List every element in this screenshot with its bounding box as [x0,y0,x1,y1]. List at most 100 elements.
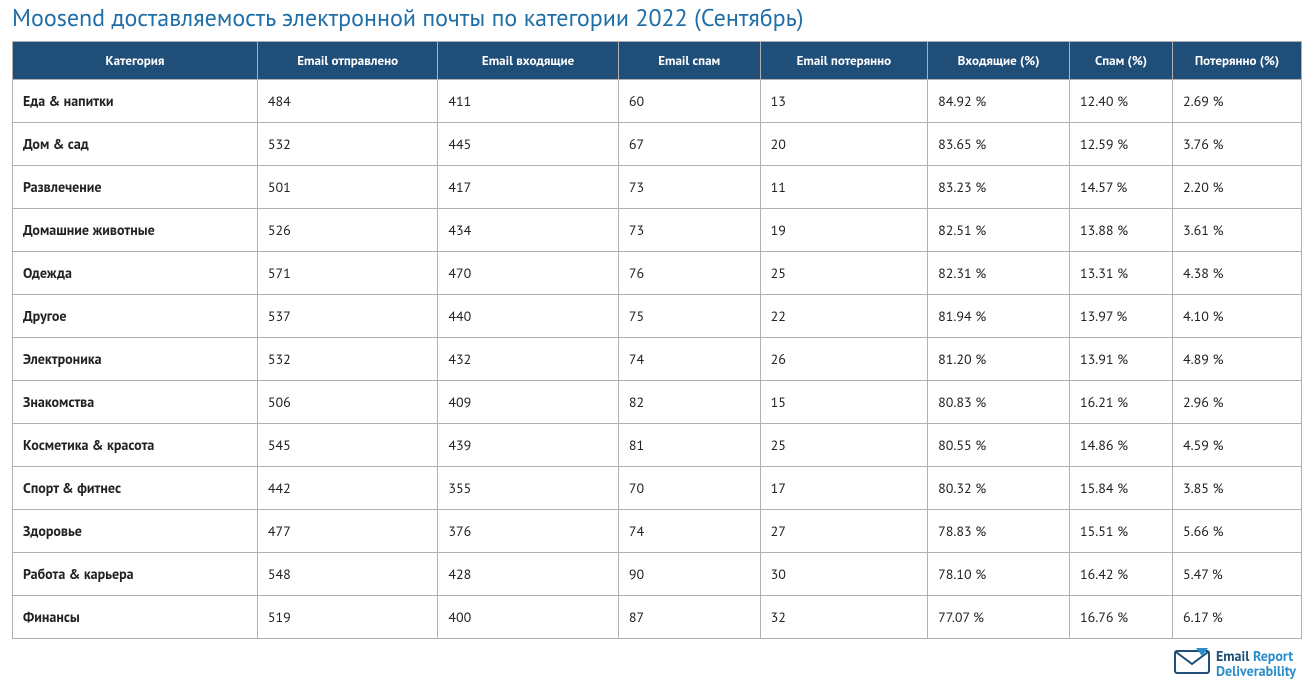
column-header: Потерянно (%) [1173,42,1302,80]
table-cell: Знакомства [13,381,258,424]
table-body: Еда & напитки484411601384.92 %12.40 %2.6… [13,80,1302,639]
table-cell: 70 [618,467,760,510]
table-cell: Еда & напитки [13,80,258,123]
table-cell: 13.91 % [1069,338,1172,381]
table-cell: 434 [438,209,618,252]
brand-logo: Email Report Deliverability [1174,646,1296,681]
table-cell: 13.31 % [1069,252,1172,295]
table-cell: 26 [760,338,928,381]
table-cell: 548 [257,553,437,596]
page-title: Moosend доставляемость электронной почты… [12,0,1302,41]
table-cell: 355 [438,467,618,510]
table-cell: 75 [618,295,760,338]
table-cell: Дом & сад [13,123,258,166]
table-row: Развлечение501417731183.23 %14.57 %2.20 … [13,166,1302,209]
table-cell: 14.86 % [1069,424,1172,467]
table-cell: 82.31 % [928,252,1070,295]
table-cell: 74 [618,338,760,381]
table-cell: 27 [760,510,928,553]
table-cell: 30 [760,553,928,596]
table-cell: 376 [438,510,618,553]
table-cell: 501 [257,166,437,209]
table-cell: 81 [618,424,760,467]
table-cell: 84.92 % [928,80,1070,123]
envelope-icon [1174,646,1210,681]
table-cell: 4.38 % [1173,252,1302,295]
table-cell: 484 [257,80,437,123]
table-cell: 73 [618,166,760,209]
table-cell: 411 [438,80,618,123]
table-cell: 67 [618,123,760,166]
table-cell: 537 [257,295,437,338]
table-cell: 2.20 % [1173,166,1302,209]
table-cell: 428 [438,553,618,596]
table-cell: 80.83 % [928,381,1070,424]
table-cell: 83.23 % [928,166,1070,209]
table-cell: Работа & карьера [13,553,258,596]
table-cell: 442 [257,467,437,510]
table-row: Одежда571470762582.31 %13.31 %4.38 % [13,252,1302,295]
table-cell: 4.89 % [1173,338,1302,381]
table-cell: 4.10 % [1173,295,1302,338]
table-cell: Электроника [13,338,258,381]
table-cell: 76 [618,252,760,295]
column-header: Email потерянно [760,42,928,80]
column-header: Категория [13,42,258,80]
table-cell: Здоровье [13,510,258,553]
table-row: Еда & напитки484411601384.92 %12.40 %2.6… [13,80,1302,123]
table-cell: 14.57 % [1069,166,1172,209]
column-header: Входящие (%) [928,42,1070,80]
table-cell: 439 [438,424,618,467]
table-cell: 82 [618,381,760,424]
table-cell: 470 [438,252,618,295]
column-header: Email спам [618,42,760,80]
table-cell: 22 [760,295,928,338]
table-row: Дом & сад532445672083.65 %12.59 %3.76 % [13,123,1302,166]
table-cell: 74 [618,510,760,553]
table-cell: 78.10 % [928,553,1070,596]
table-cell: 3.76 % [1173,123,1302,166]
table-cell: 77.07 % [928,596,1070,639]
table-cell: 3.61 % [1173,209,1302,252]
table-cell: 25 [760,252,928,295]
table-row: Другое537440752281.94 %13.97 %4.10 % [13,295,1302,338]
table-cell: 17 [760,467,928,510]
table-cell: 12.59 % [1069,123,1172,166]
table-cell: 519 [257,596,437,639]
table-cell: 25 [760,424,928,467]
table-cell: Финансы [13,596,258,639]
table-cell: 532 [257,123,437,166]
table-cell: 83.65 % [928,123,1070,166]
table-cell: 2.96 % [1173,381,1302,424]
table-cell: Другое [13,295,258,338]
table-cell: 13.97 % [1069,295,1172,338]
table-cell: 477 [257,510,437,553]
column-header: Email входящие [438,42,618,80]
table-cell: 81.20 % [928,338,1070,381]
table-cell: 81.94 % [928,295,1070,338]
table-cell: 12.40 % [1069,80,1172,123]
table-cell: 78.83 % [928,510,1070,553]
table-cell: 532 [257,338,437,381]
table-cell: 445 [438,123,618,166]
table-cell: 32 [760,596,928,639]
table-cell: 80.55 % [928,424,1070,467]
table-cell: 87 [618,596,760,639]
table-row: Знакомства506409821580.83 %16.21 %2.96 % [13,381,1302,424]
table-cell: 545 [257,424,437,467]
table-cell: 16.76 % [1069,596,1172,639]
table-cell: 6.17 % [1173,596,1302,639]
table-cell: Одежда [13,252,258,295]
table-cell: 4.59 % [1173,424,1302,467]
table-cell: 73 [618,209,760,252]
column-header: Спам (%) [1069,42,1172,80]
table-cell: 15 [760,381,928,424]
table-cell: 13 [760,80,928,123]
table-cell: 400 [438,596,618,639]
table-cell: 3.85 % [1173,467,1302,510]
table-cell: 571 [257,252,437,295]
table-cell: 13.88 % [1069,209,1172,252]
table-cell: 15.51 % [1069,510,1172,553]
table-header: КатегорияEmail отправленоEmail входящиеE… [13,42,1302,80]
table-cell: 80.32 % [928,467,1070,510]
